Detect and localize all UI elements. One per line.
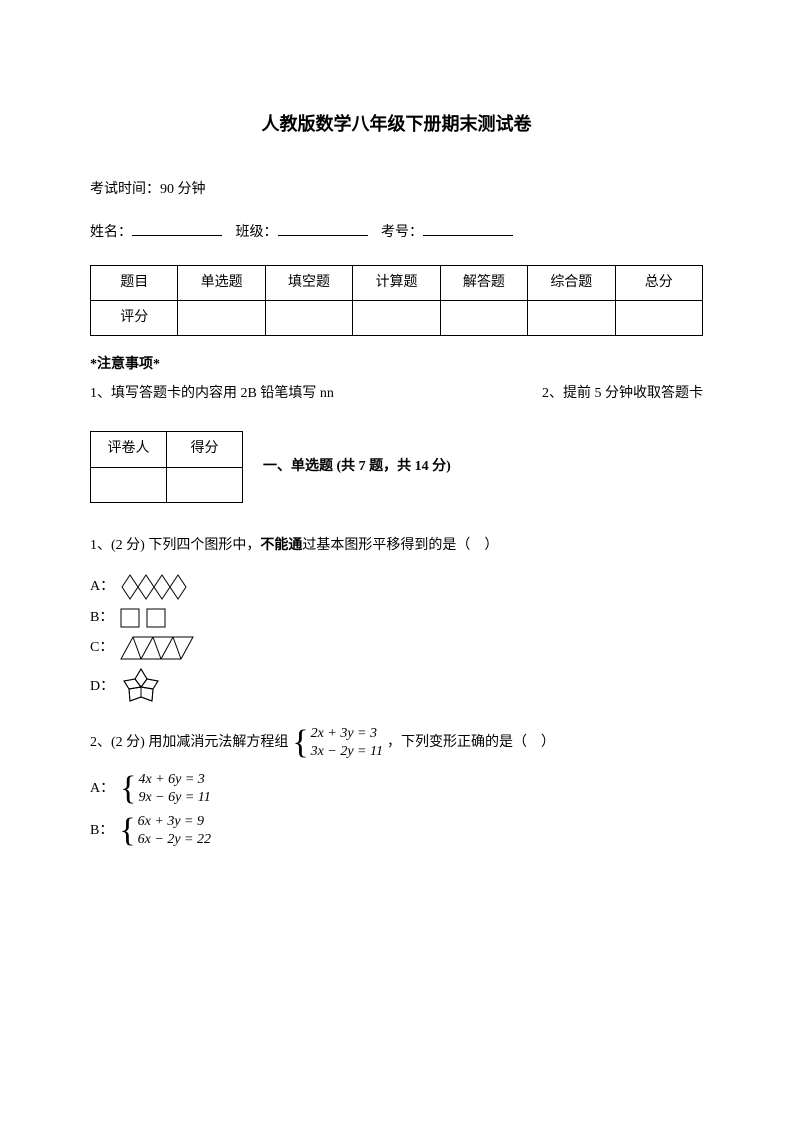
name-blank[interactable] xyxy=(132,221,222,236)
notice-2: 2、提前 5 分钟收取答题卡 xyxy=(542,383,703,405)
brace-icon: { xyxy=(120,774,136,804)
q2-stem-a: 2、(2 分) 用加减消元法解方程组 xyxy=(90,732,288,754)
exam-time-label: 考试时间： xyxy=(90,182,160,197)
q1-b-figure xyxy=(119,607,169,629)
grader-cell-1[interactable] xyxy=(91,467,167,502)
q2-b-label: B： xyxy=(90,820,113,842)
q1-d-figure xyxy=(120,667,162,707)
q2-a-system: { 4x + 6y = 3 9x − 6y = 11 xyxy=(120,771,211,807)
q1-option-d[interactable]: D： xyxy=(90,667,703,707)
score-row-label: 评分 xyxy=(91,300,178,335)
q1-stem-bold: 不能通 xyxy=(260,538,302,553)
page-title: 人教版数学八年级下册期末测试卷 xyxy=(90,110,703,139)
exam-time-line: 考试时间：90 分钟 xyxy=(90,179,703,201)
notice-block: 1、填写答题卡的内容用 2B 铅笔填写 nn 2、提前 5 分钟收取答题卡 xyxy=(90,383,703,405)
brace-icon: { xyxy=(119,816,135,846)
q2-sys-l1: 2x + 3y = 3 xyxy=(311,725,383,743)
q2-b-l2: 6x − 2y = 22 xyxy=(138,831,211,849)
score-h3: 计算题 xyxy=(353,265,440,300)
notice-heading: *注意事项* xyxy=(90,354,703,376)
score-cell-1[interactable] xyxy=(178,300,265,335)
score-value-row: 评分 xyxy=(91,300,703,335)
q2-a-label: A： xyxy=(90,778,114,800)
score-header-row: 题目 单选题 填空题 计算题 解答题 综合题 总分 xyxy=(91,265,703,300)
q2-a-l2: 9x − 6y = 11 xyxy=(138,789,210,807)
q2-b-system: { 6x + 3y = 9 6x − 2y = 22 xyxy=(119,813,211,849)
brace-icon: { xyxy=(292,728,308,758)
score-cell-2[interactable] xyxy=(265,300,352,335)
grader-table: 评卷人 得分 xyxy=(90,431,243,502)
grader-h2: 得分 xyxy=(167,432,243,467)
section1-row: 评卷人 得分 一、单选题 (共 7 题，共 14 分) xyxy=(90,417,703,516)
score-h0: 题目 xyxy=(91,265,178,300)
exam-time-value: 90 分钟 xyxy=(160,182,206,197)
section1-title: 一、单选题 (共 7 题，共 14 分) xyxy=(263,456,451,478)
score-h6: 总分 xyxy=(615,265,702,300)
q2-b-l1: 6x + 3y = 9 xyxy=(138,813,211,831)
score-h5: 综合题 xyxy=(528,265,615,300)
q1-c-figure xyxy=(119,635,197,661)
score-h4: 解答题 xyxy=(440,265,527,300)
q2-system: { 2x + 3y = 3 3x − 2y = 11 xyxy=(292,725,383,761)
class-blank[interactable] xyxy=(278,221,368,236)
grader-h1: 评卷人 xyxy=(91,432,167,467)
id-label: 考号： xyxy=(381,225,423,240)
q2-a-l1: 4x + 6y = 3 xyxy=(138,771,210,789)
q1-stem-prefix: 1、(2 分) 下列四个图形中， xyxy=(90,538,260,553)
score-table: 题目 单选题 填空题 计算题 解答题 综合题 总分 评分 xyxy=(90,265,703,337)
q1-option-a[interactable]: A： xyxy=(90,573,703,601)
q1-a-label: A： xyxy=(90,576,114,598)
question-2: 2、(2 分) 用加减消元法解方程组 { 2x + 3y = 3 3x − 2y… xyxy=(90,725,703,761)
q1-c-label: C： xyxy=(90,637,113,659)
q1-option-c[interactable]: C： xyxy=(90,635,703,661)
q1-stem-suffix: 过基本图形平移得到的是（ ） xyxy=(302,538,498,553)
q2-stem-b: ，下列变形正确的是（ ） xyxy=(387,732,555,754)
name-label: 姓名： xyxy=(90,225,132,240)
q1-b-label: B： xyxy=(90,607,113,629)
q2-option-b[interactable]: B： { 6x + 3y = 9 6x − 2y = 22 xyxy=(90,813,703,849)
score-cell-6[interactable] xyxy=(615,300,702,335)
score-cell-5[interactable] xyxy=(528,300,615,335)
q1-d-label: D： xyxy=(90,676,114,698)
q1-a-figure xyxy=(120,573,196,601)
score-cell-4[interactable] xyxy=(440,300,527,335)
class-label: 班级： xyxy=(236,225,278,240)
score-h1: 单选题 xyxy=(178,265,265,300)
q2-option-a[interactable]: A： { 4x + 6y = 3 9x − 6y = 11 xyxy=(90,771,703,807)
grader-cell-2[interactable] xyxy=(167,467,243,502)
score-cell-3[interactable] xyxy=(353,300,440,335)
q1-option-b[interactable]: B： xyxy=(90,607,703,629)
question-1: 1、(2 分) 下列四个图形中，不能通过基本图形平移得到的是（ ） xyxy=(90,535,703,557)
q2-sys-l2: 3x − 2y = 11 xyxy=(311,743,383,761)
notice-1a: 1、填写答题卡的内容用 2B 铅笔填写 nn xyxy=(90,383,334,405)
score-h2: 填空题 xyxy=(265,265,352,300)
student-info-line: 姓名： 班级： 考号： xyxy=(90,221,703,244)
id-blank[interactable] xyxy=(423,221,513,236)
